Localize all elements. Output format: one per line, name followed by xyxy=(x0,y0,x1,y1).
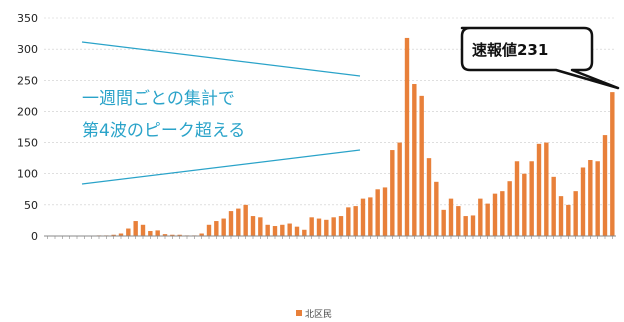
bar xyxy=(368,197,373,236)
bar xyxy=(566,204,571,236)
bar xyxy=(316,218,322,236)
bar xyxy=(375,189,380,236)
bar xyxy=(177,234,182,236)
bar xyxy=(294,226,300,236)
bar xyxy=(529,161,534,236)
annotation-line-top xyxy=(81,41,361,77)
annotation-line-2: 第4波のピーク超える xyxy=(82,121,245,141)
bar xyxy=(214,221,219,236)
bar xyxy=(324,219,329,236)
legend: 北区民 xyxy=(296,309,332,320)
bar xyxy=(170,234,175,236)
bar xyxy=(302,229,307,236)
bar xyxy=(551,176,556,236)
bar xyxy=(610,92,615,237)
bar xyxy=(221,218,226,236)
bar xyxy=(243,204,248,236)
bar xyxy=(536,143,542,236)
bar xyxy=(148,231,153,236)
bar xyxy=(595,161,600,236)
bar xyxy=(588,160,593,236)
bar xyxy=(162,234,168,236)
bar xyxy=(338,216,344,236)
bar xyxy=(199,233,204,236)
bar xyxy=(140,224,146,236)
bar xyxy=(258,217,263,236)
bar xyxy=(544,142,549,236)
y-axis-ticks: 0 50 100 150 200 250 300 350 xyxy=(17,12,38,243)
bar xyxy=(250,216,256,236)
bar xyxy=(558,196,564,236)
bar xyxy=(155,230,160,236)
bar xyxy=(272,226,278,236)
bar xyxy=(309,217,314,236)
bar xyxy=(507,181,512,236)
legend-swatch xyxy=(296,310,302,316)
bar xyxy=(228,211,234,236)
bar xyxy=(456,206,461,236)
annotation-line-bottom xyxy=(81,149,361,185)
callout-text: 速報値231 xyxy=(472,41,548,59)
bar xyxy=(419,95,424,236)
bar xyxy=(522,173,527,236)
bar xyxy=(514,161,520,236)
legend-label: 北区民 xyxy=(305,309,332,320)
bar xyxy=(573,191,578,236)
callout: 速報値231 xyxy=(460,26,620,90)
y-tick-label: 200 xyxy=(17,105,38,118)
bar xyxy=(426,158,432,236)
bar xyxy=(397,142,402,236)
bar xyxy=(126,228,131,236)
bar xyxy=(346,207,351,236)
bar xyxy=(448,198,454,236)
bar xyxy=(280,224,285,236)
bar xyxy=(360,198,366,236)
bars xyxy=(96,37,615,237)
bar xyxy=(434,181,439,236)
bar xyxy=(485,203,490,236)
bar xyxy=(287,223,292,236)
y-tick-label: 350 xyxy=(17,12,38,25)
bar xyxy=(236,208,241,236)
bar xyxy=(331,217,336,236)
bar xyxy=(111,234,116,236)
callout-box xyxy=(460,26,620,90)
y-tick-label: 250 xyxy=(17,74,38,87)
bar xyxy=(118,233,124,236)
y-tick-label: 50 xyxy=(24,199,38,212)
bar xyxy=(382,187,388,236)
bar xyxy=(602,135,608,236)
bar xyxy=(404,37,410,237)
y-tick-label: 300 xyxy=(17,43,38,56)
y-tick-label: 0 xyxy=(31,230,38,243)
bar xyxy=(500,191,505,236)
y-tick-label: 150 xyxy=(17,137,38,150)
bar xyxy=(390,150,395,236)
annotation-line-1: 一週間ごとの集計で xyxy=(82,89,235,109)
bar xyxy=(412,84,417,237)
annotation: 一週間ごとの集計で 第4波のピーク超える xyxy=(81,41,361,185)
bar xyxy=(353,206,358,236)
bar xyxy=(580,167,586,236)
bar xyxy=(441,209,446,236)
bar xyxy=(470,215,476,236)
bar xyxy=(133,221,138,236)
bar xyxy=(478,198,483,236)
bar xyxy=(463,216,468,236)
bar xyxy=(492,193,498,236)
y-tick-label: 100 xyxy=(17,168,38,181)
bar xyxy=(265,224,270,236)
bar xyxy=(206,224,212,236)
